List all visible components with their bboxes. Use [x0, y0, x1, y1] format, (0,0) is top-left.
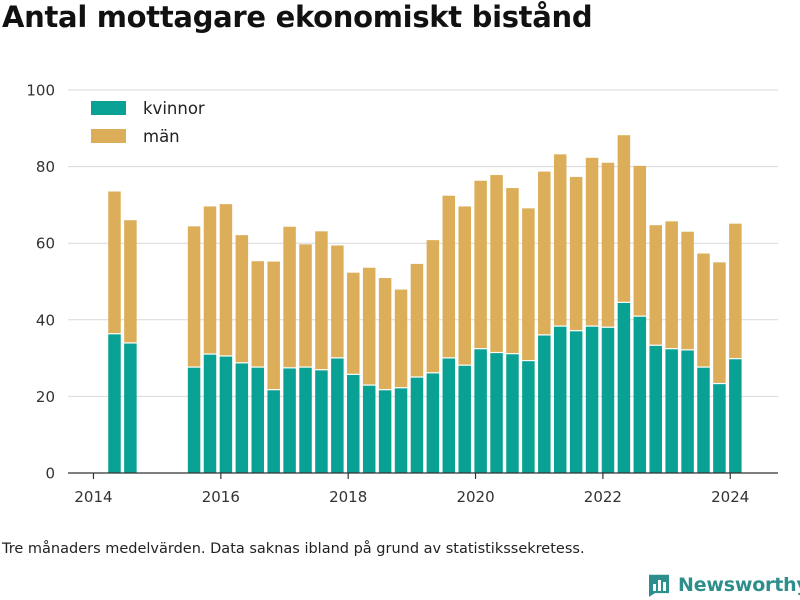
bar-man [617, 135, 631, 302]
bar-kvinnor [219, 356, 233, 473]
bar-kvinnor [729, 359, 742, 473]
y-tick-label: 0 [45, 465, 55, 483]
bar-kvinnor [331, 358, 344, 473]
bar-man [299, 244, 312, 367]
x-tick-label: 2018 [329, 488, 367, 506]
bar-kvinnor [569, 331, 583, 473]
bar-man [681, 231, 694, 350]
bar-kvinnor [490, 353, 503, 473]
chart-title: Antal mottagare ekonomiskt bistånd [2, 0, 593, 34]
bar-kvinnor [649, 345, 662, 473]
bar-kvinnor [522, 361, 535, 473]
bar-man [665, 221, 678, 349]
bar-kvinnor [474, 349, 487, 473]
bar-kvinnor [665, 349, 678, 473]
bar-man [410, 263, 424, 377]
bar-kvinnor [633, 316, 647, 473]
bar-kvinnor [585, 326, 599, 473]
bar-kvinnor [251, 367, 265, 473]
bar-kvinnor [283, 368, 296, 473]
bar-man [553, 154, 567, 326]
bar-kvinnor [617, 302, 631, 473]
y-tick-label: 20 [36, 388, 55, 406]
legend-swatch [91, 101, 126, 115]
x-tick-label: 2024 [711, 488, 749, 506]
bar-man [235, 235, 249, 363]
bar-man [394, 289, 408, 388]
bar-man [267, 261, 280, 390]
footnote: Tre månaders medelvärden. Data saknas ib… [2, 541, 585, 557]
bar-kvinnor [378, 390, 392, 473]
bar-kvinnor [410, 377, 424, 473]
bar-man [378, 278, 392, 390]
legend: kvinnor män [91, 99, 205, 146]
bar-man [633, 165, 647, 316]
y-tick-label: 60 [36, 235, 55, 253]
brand-name: Newsworthy [678, 574, 800, 596]
bar-man [649, 225, 662, 345]
bar-man [474, 180, 487, 349]
bar-kvinnor [426, 373, 440, 473]
bar-kvinnor [553, 326, 567, 473]
axes: 0 20 40 60 80 100 2014 2016 2018 2020 2022 2024 [26, 82, 778, 506]
bars [108, 135, 742, 473]
legend-swatch [91, 129, 126, 143]
bar-kvinnor [315, 370, 328, 473]
x-tick-label: 2014 [74, 488, 112, 506]
bar-kvinnor [697, 367, 710, 473]
bar-man [108, 191, 121, 334]
bar-kvinnor [235, 363, 249, 473]
bar-man [697, 253, 710, 367]
bar-man [283, 226, 296, 368]
y-tick-label: 100 [26, 82, 55, 100]
bar-man [506, 188, 519, 354]
y-tick-label: 40 [36, 311, 55, 329]
bar-kvinnor [203, 354, 217, 473]
bar-man [203, 206, 217, 354]
bar-kvinnor [347, 374, 360, 473]
bar-man [315, 231, 328, 370]
bar-man [331, 245, 344, 358]
x-tick-label: 2022 [584, 488, 622, 506]
bar-man [729, 223, 742, 359]
legend-label: män [143, 127, 180, 146]
bar-kvinnor [458, 365, 471, 473]
bar-kvinnor [124, 343, 137, 473]
y-tick-label: 80 [36, 158, 55, 176]
bar-man [538, 171, 551, 335]
bar-kvinnor [362, 385, 376, 473]
bar-man [522, 208, 535, 360]
bar-kvinnor [187, 367, 201, 473]
bar-kvinnor [601, 327, 615, 473]
bar-kvinnor [538, 335, 551, 473]
x-tick-label: 2020 [456, 488, 494, 506]
bar-kvinnor [442, 358, 456, 473]
bar-man [458, 206, 471, 365]
bar-man [442, 195, 456, 358]
bar-man [569, 176, 583, 331]
bar-man [251, 261, 265, 367]
bar-man [426, 240, 440, 373]
bar-man [585, 157, 599, 326]
bar-kvinnor [394, 388, 408, 473]
bar-man [601, 162, 615, 327]
brand-logo: Newsworthy [646, 570, 800, 600]
bar-kvinnor [108, 334, 121, 473]
x-tick-label: 2016 [202, 488, 240, 506]
bar-kvinnor [713, 384, 726, 473]
bar-man [490, 175, 503, 352]
bar-kvinnor [681, 350, 694, 473]
bar-man [713, 262, 726, 383]
bar-man [347, 272, 360, 374]
bar-man [219, 204, 233, 356]
bar-kvinnor [299, 367, 312, 473]
bar-kvinnor [506, 354, 519, 473]
bar-man [124, 220, 137, 343]
bar-kvinnor [267, 390, 280, 473]
legend-label: kvinnor [143, 99, 205, 118]
bar-man [187, 226, 201, 367]
bar-man [362, 267, 376, 385]
newsworthy-icon [649, 574, 669, 597]
